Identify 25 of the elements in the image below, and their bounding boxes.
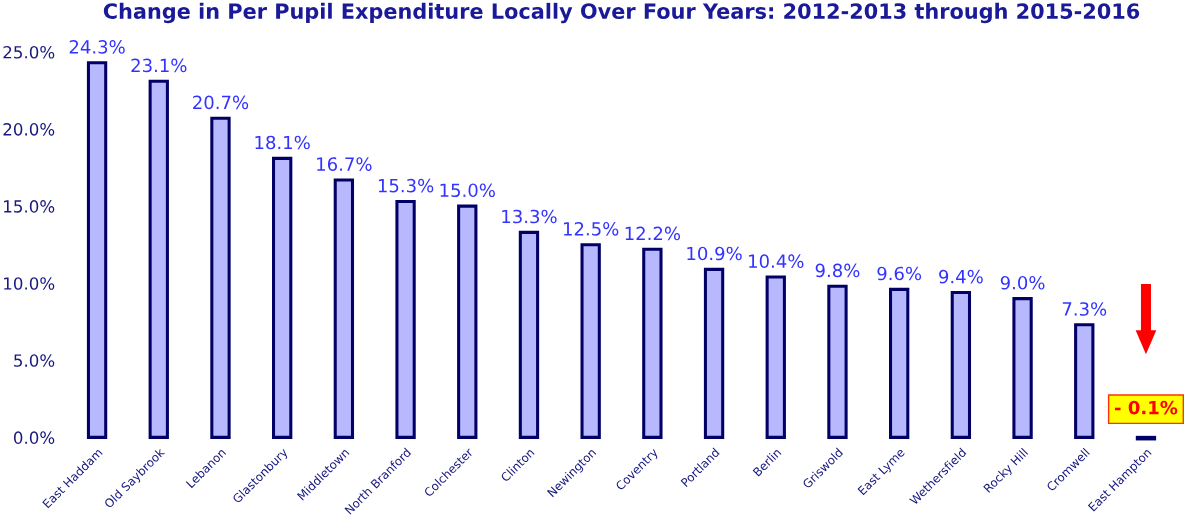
data-label: 13.3% — [502, 209, 557, 224]
data-label: 10.4% — [749, 254, 804, 269]
chart-title: Change in Per Pupil Expenditure Locally Over Four Years: 2012-2013 through 2015-2016 — [103, 2, 1140, 24]
data-label: 9.8% — [815, 263, 860, 278]
y-tick-label: 10.0% — [4, 277, 55, 290]
data-label: 7.3% — [1062, 302, 1107, 316]
data-label: 9.6% — [877, 266, 922, 281]
data-label: 12.2% — [625, 226, 681, 241]
data-label: 15.0% — [440, 183, 495, 198]
data-label: 15.3% — [378, 178, 434, 193]
data-label: - 0.1% — [1115, 400, 1178, 415]
y-tick-label: 0.0% — [13, 431, 55, 444]
data-label: 12.5% — [563, 221, 619, 236]
data-label: 23.1% — [131, 58, 187, 73]
data-label: 24.3% — [69, 40, 125, 54]
data-label: 10.9% — [687, 246, 742, 261]
data-label: 9.0% — [1000, 275, 1045, 290]
data-label: 9.4% — [939, 269, 983, 284]
data-label: 18.1% — [255, 135, 310, 150]
y-tick-label: 5.0% — [14, 354, 55, 367]
y-tick-label: 15.0% — [4, 200, 55, 213]
y-tick-label: 20.0% — [3, 123, 55, 136]
data-label: 20.7% — [193, 95, 249, 110]
data-label: 16.7% — [317, 157, 372, 171]
y-tick-label: 25.0% — [3, 45, 55, 59]
